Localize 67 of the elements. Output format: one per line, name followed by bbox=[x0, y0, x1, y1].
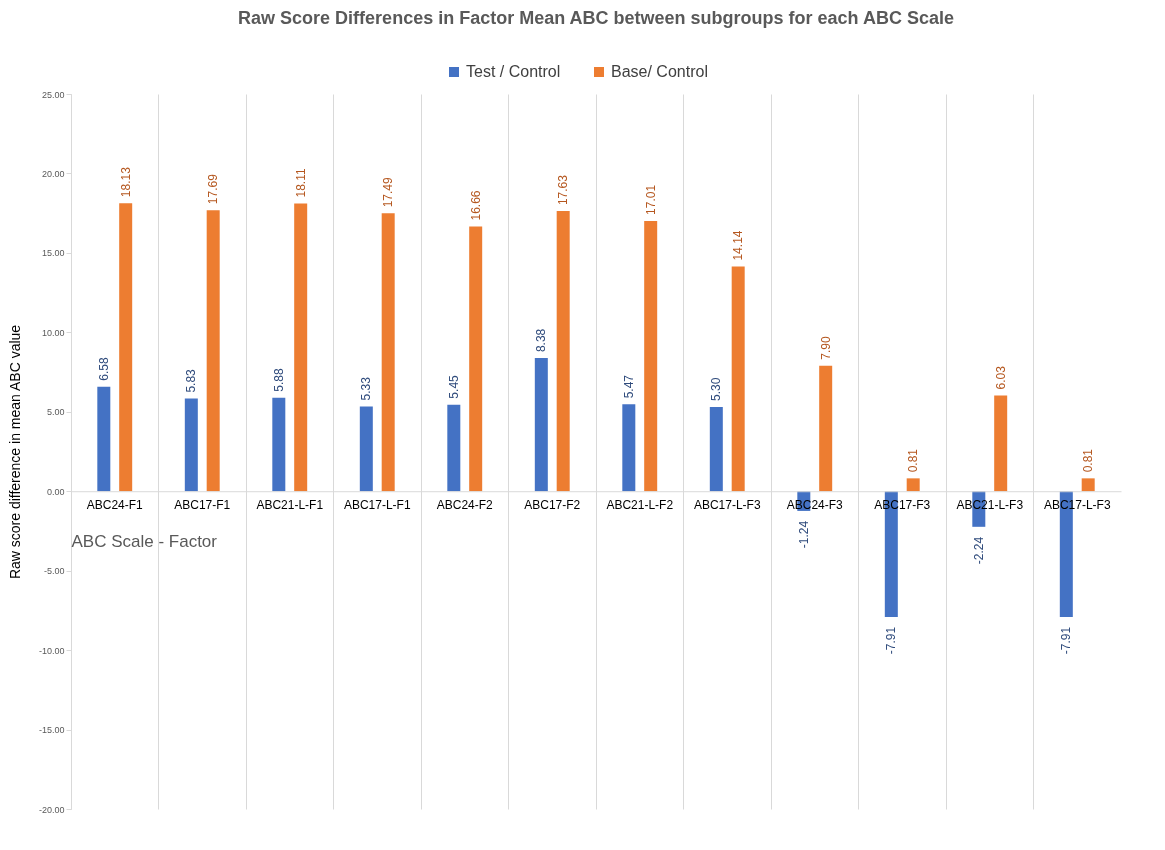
data-label: 5.88 bbox=[271, 368, 286, 392]
data-label: 0.81 bbox=[906, 448, 921, 473]
legend-label: Base/ Control bbox=[611, 63, 708, 80]
data-label: 5.33 bbox=[359, 376, 374, 401]
y-tick-label: -15.00 bbox=[38, 725, 65, 736]
y-tick-label: 5.00 bbox=[46, 407, 65, 418]
bar bbox=[97, 386, 111, 492]
data-label: 8.38 bbox=[534, 328, 549, 353]
x-tick-label: ABC17-L-F3 bbox=[693, 497, 761, 512]
data-label: 5.83 bbox=[184, 368, 199, 393]
x-tick-label: ABC24-F2 bbox=[436, 497, 494, 512]
y-tick-label: 0.00 bbox=[46, 486, 65, 497]
data-label: -2.24 bbox=[971, 536, 986, 565]
bar bbox=[906, 478, 920, 492]
data-label: -1.24 bbox=[796, 520, 811, 549]
data-label: 17.01 bbox=[643, 184, 658, 215]
bar bbox=[469, 226, 483, 492]
data-label: 14.14 bbox=[731, 230, 746, 261]
bar bbox=[644, 220, 658, 492]
data-label: 5.30 bbox=[709, 377, 724, 402]
x-tick-label: ABC21-L-F2 bbox=[606, 497, 674, 512]
y-tick-label: 10.00 bbox=[41, 327, 65, 338]
data-label: 17.63 bbox=[556, 174, 571, 206]
bar bbox=[381, 213, 395, 492]
data-label: -7.91 bbox=[1059, 626, 1074, 655]
bar bbox=[447, 404, 461, 492]
bar bbox=[819, 365, 833, 492]
y-axis-title: Raw score difference in mean ABC value bbox=[6, 324, 23, 580]
data-label: 18.13 bbox=[118, 166, 133, 198]
chart-title: Raw Score Differences in Factor Mean ABC between subgroups for each ABC Scale bbox=[238, 8, 954, 28]
bar bbox=[1081, 478, 1095, 492]
bar bbox=[294, 203, 308, 492]
x-tick-label: ABC21-L-F1 bbox=[256, 497, 324, 512]
bar bbox=[184, 398, 198, 492]
bar bbox=[359, 406, 373, 492]
x-tick-label: ABC17-L-F1 bbox=[343, 497, 411, 512]
data-label: 16.66 bbox=[468, 190, 483, 221]
y-tick-label: -20.00 bbox=[38, 804, 65, 815]
x-tick-label: ABC17-F1 bbox=[174, 497, 231, 512]
data-label: 17.49 bbox=[381, 176, 396, 208]
bar bbox=[622, 404, 636, 492]
data-label: 0.81 bbox=[1081, 448, 1096, 473]
x-axis-title: ABC Scale - Factor bbox=[71, 531, 218, 551]
y-tick-label: 20.00 bbox=[41, 168, 65, 179]
data-label: 6.58 bbox=[96, 356, 111, 381]
bar bbox=[994, 395, 1008, 492]
data-label: 6.03 bbox=[993, 365, 1008, 390]
data-label: 7.90 bbox=[818, 336, 833, 360]
data-label: 18.11 bbox=[293, 168, 308, 198]
bar bbox=[272, 397, 286, 492]
bar bbox=[119, 203, 133, 492]
data-label: 17.69 bbox=[206, 173, 221, 205]
y-tick-label: -5.00 bbox=[43, 566, 65, 577]
y-tick-label: 15.00 bbox=[41, 248, 65, 259]
x-tick-label: ABC24-F1 bbox=[86, 497, 144, 512]
bar bbox=[731, 266, 745, 492]
bar bbox=[206, 210, 220, 492]
bar bbox=[709, 407, 723, 492]
y-tick-label: 25.00 bbox=[41, 89, 65, 100]
y-tick-label: -10.00 bbox=[38, 645, 65, 656]
bar bbox=[556, 211, 570, 492]
legend-label: Test / Control bbox=[466, 63, 561, 80]
x-tick-label: ABC17-F2 bbox=[524, 497, 581, 512]
data-label: -7.91 bbox=[884, 626, 899, 655]
data-label: 5.47 bbox=[621, 374, 636, 399]
data-label: 5.45 bbox=[446, 374, 461, 399]
bar bbox=[534, 358, 548, 492]
